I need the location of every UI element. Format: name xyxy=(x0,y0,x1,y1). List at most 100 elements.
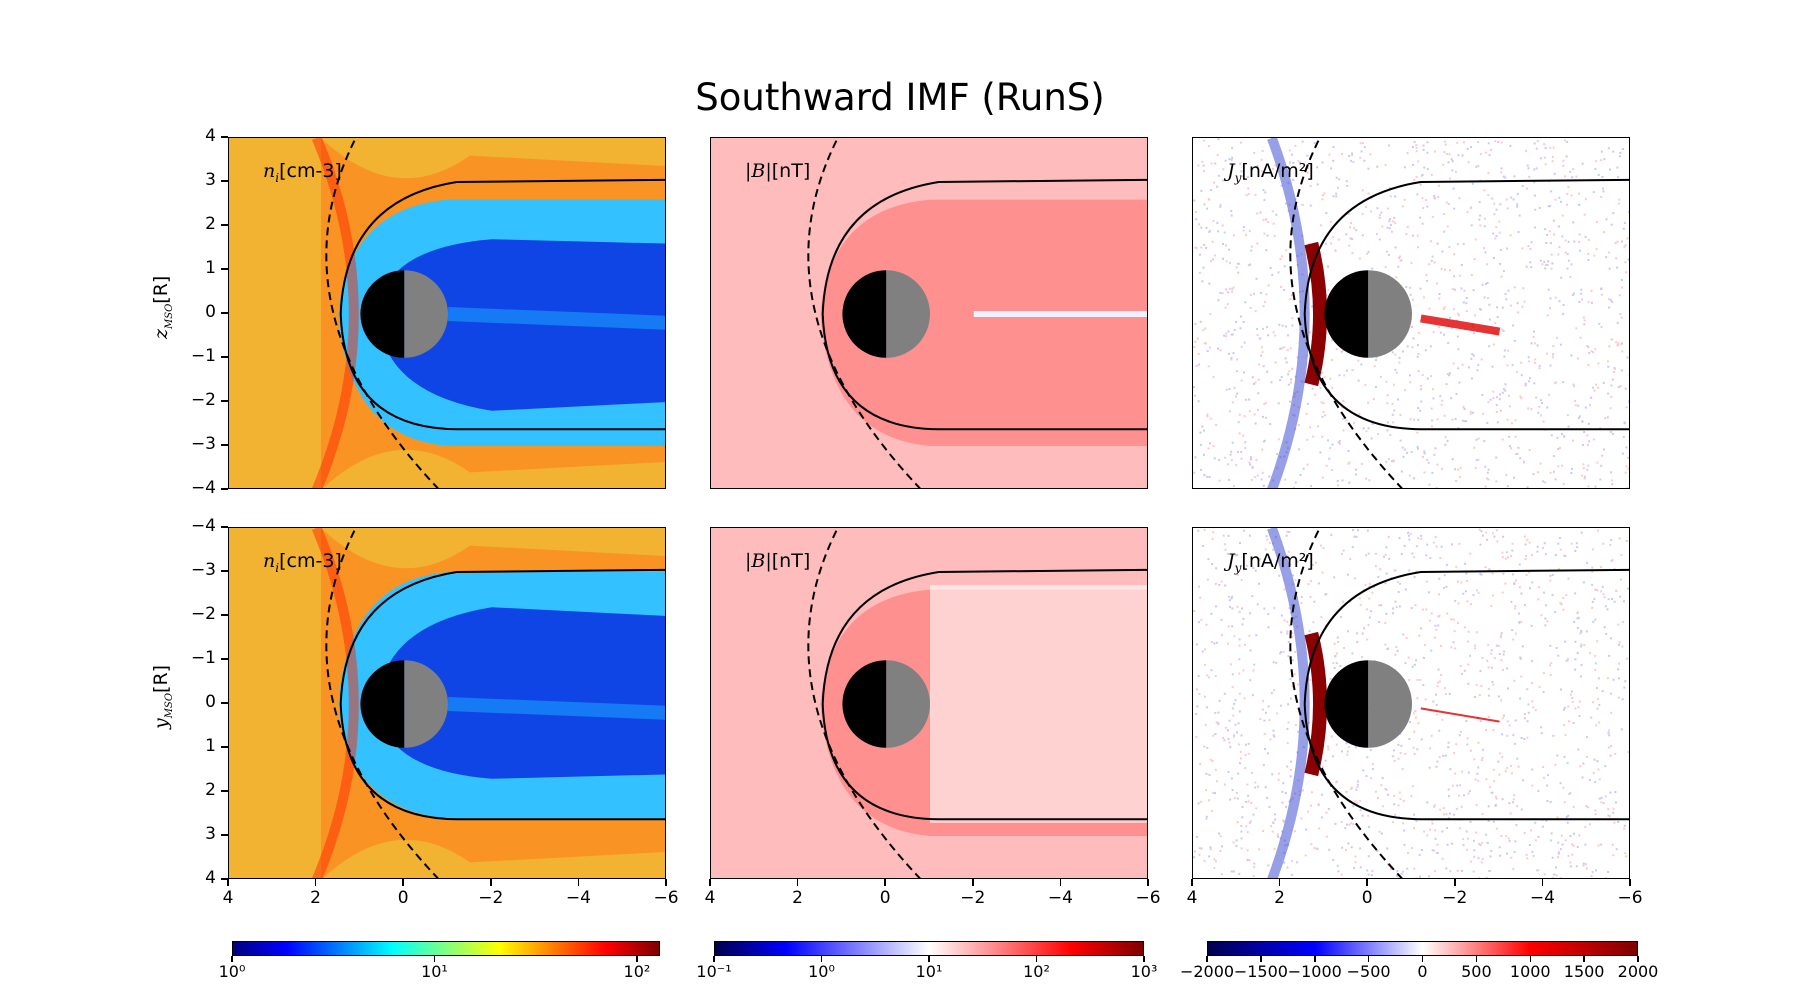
noise-speck xyxy=(1325,212,1327,214)
noise-speck xyxy=(1267,752,1269,754)
y-tick-label: 0 xyxy=(176,692,216,712)
noise-speck xyxy=(1615,341,1617,343)
noise-speck xyxy=(1249,410,1251,412)
noise-speck xyxy=(1394,654,1396,656)
noise-speck xyxy=(1442,755,1444,757)
noise-speck xyxy=(1538,406,1540,408)
noise-speck xyxy=(1278,402,1280,404)
noise-speck xyxy=(1555,866,1557,868)
noise-speck xyxy=(1392,821,1394,823)
noise-speck xyxy=(1515,453,1517,455)
noise-speck xyxy=(1402,633,1404,635)
noise-speck xyxy=(1489,154,1491,156)
noise-speck xyxy=(1564,801,1566,803)
noise-speck xyxy=(1282,325,1284,327)
noise-speck xyxy=(1586,469,1588,471)
noise-speck xyxy=(1586,434,1588,436)
noise-speck xyxy=(1584,476,1586,478)
noise-speck xyxy=(1583,323,1585,325)
noise-speck xyxy=(1539,365,1541,367)
noise-speck xyxy=(1219,349,1221,351)
noise-speck xyxy=(1482,535,1484,537)
noise-speck xyxy=(1249,307,1251,309)
noise-speck xyxy=(1321,794,1323,796)
noise-speck xyxy=(1320,545,1322,547)
noise-speck xyxy=(1616,590,1618,592)
noise-speck xyxy=(1285,325,1287,327)
noise-speck xyxy=(1411,326,1413,328)
noise-speck xyxy=(1277,836,1279,838)
noise-speck xyxy=(1519,698,1521,700)
noise-speck xyxy=(1389,218,1391,220)
noise-speck xyxy=(1618,663,1620,665)
noise-speck xyxy=(1578,193,1580,195)
noise-speck xyxy=(1582,444,1584,446)
noise-speck xyxy=(1434,447,1436,449)
noise-speck xyxy=(1196,643,1198,645)
noise-speck xyxy=(1363,627,1365,629)
noise-speck xyxy=(1629,728,1630,730)
noise-speck xyxy=(1549,205,1551,207)
noise-speck xyxy=(1240,825,1242,827)
noise-speck xyxy=(1504,293,1506,295)
noise-speck xyxy=(1526,688,1528,690)
noise-speck xyxy=(1217,230,1219,232)
x-tick-mark xyxy=(227,879,229,886)
noise-speck xyxy=(1492,391,1494,393)
noise-speck xyxy=(1610,385,1612,387)
noise-speck xyxy=(1582,421,1584,423)
noise-speck xyxy=(1362,189,1364,191)
noise-speck xyxy=(1468,366,1470,368)
noise-speck xyxy=(1404,199,1406,201)
noise-speck xyxy=(1570,694,1572,696)
noise-speck xyxy=(1362,142,1364,144)
noise-speck xyxy=(1231,459,1233,461)
noise-speck xyxy=(1210,848,1212,850)
noise-speck xyxy=(1229,799,1231,801)
noise-speck xyxy=(1486,539,1488,541)
noise-speck xyxy=(1207,350,1209,352)
noise-speck xyxy=(1213,867,1215,869)
noise-speck xyxy=(1268,476,1270,478)
noise-speck xyxy=(1592,387,1594,389)
noise-speck xyxy=(1236,792,1238,794)
noise-speck xyxy=(1529,844,1531,846)
noise-speck xyxy=(1537,412,1539,414)
noise-speck xyxy=(1565,734,1567,736)
noise-speck xyxy=(1474,314,1476,316)
noise-speck xyxy=(1487,472,1489,474)
noise-speck xyxy=(1488,142,1490,144)
noise-speck xyxy=(1460,581,1462,583)
noise-speck xyxy=(1397,398,1399,400)
colorbar-tick-label: −1000 xyxy=(1288,962,1342,981)
noise-speck xyxy=(1225,335,1227,337)
noise-speck xyxy=(1291,294,1293,296)
y-axis-label: zMSO[R] xyxy=(150,276,175,339)
noise-speck xyxy=(1266,539,1268,541)
noise-speck xyxy=(1230,210,1232,212)
noise-speck xyxy=(1385,164,1387,166)
noise-speck xyxy=(1343,374,1345,376)
noise-speck xyxy=(1488,805,1490,807)
noise-speck xyxy=(1213,376,1215,378)
x-tick-label: 4 xyxy=(1172,888,1212,908)
noise-speck xyxy=(1256,278,1258,280)
noise-speck xyxy=(1208,447,1210,449)
noise-speck xyxy=(1224,307,1226,309)
noise-speck xyxy=(1609,544,1611,546)
noise-speck xyxy=(1366,756,1368,758)
y-label-variable: yMSO xyxy=(150,693,172,729)
noise-speck xyxy=(1274,848,1276,850)
noise-speck xyxy=(1503,654,1505,656)
noise-speck xyxy=(1571,263,1573,265)
noise-speck xyxy=(1369,617,1371,619)
noise-speck xyxy=(1533,855,1535,857)
noise-speck xyxy=(1563,483,1565,485)
noise-speck xyxy=(1553,220,1555,222)
colorbar-1 xyxy=(232,941,660,956)
noise-speck xyxy=(1479,544,1481,546)
noise-speck xyxy=(1198,400,1200,402)
noise-speck xyxy=(1561,465,1563,467)
noise-speck xyxy=(1494,322,1496,324)
